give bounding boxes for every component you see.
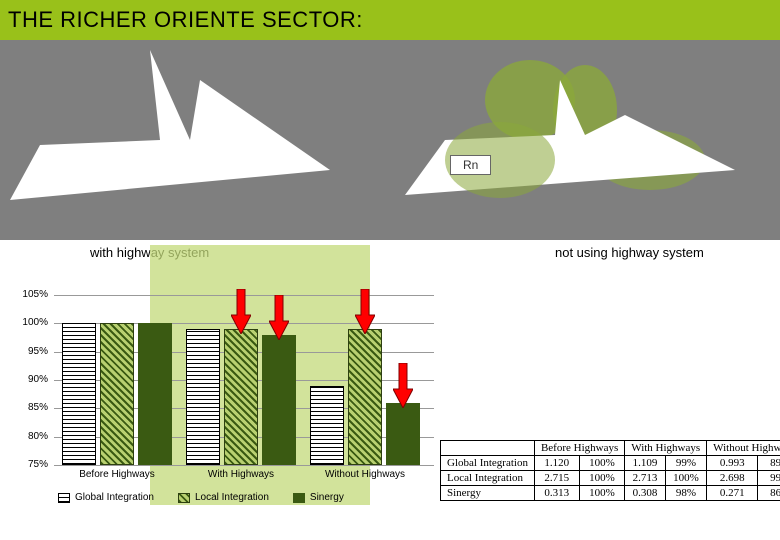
table-cell: 1.120 <box>534 456 579 471</box>
table-cell: 0.271 <box>707 486 758 501</box>
table-header-row: Before HighwaysWith HighwaysWithout High… <box>441 441 780 456</box>
y-tick-label: 80% <box>20 431 48 442</box>
legend-swatch <box>178 493 190 503</box>
down-arrow-icon <box>393 363 413 408</box>
y-tick-label: 100% <box>20 317 48 328</box>
bar-local <box>348 329 382 465</box>
table-row: Local Integration2.715100%2.713100%2.698… <box>441 471 780 486</box>
table-cell: 86% <box>758 486 780 501</box>
rn-label: Rn <box>450 155 491 175</box>
maps-band: Rn <box>0 40 780 240</box>
table-cell: 2.715 <box>534 471 579 486</box>
bar-sinergy <box>262 335 296 465</box>
table-cell: 2.713 <box>625 471 665 486</box>
page-title: THE RICHER ORIENTE SECTOR: <box>8 7 363 33</box>
table-cell: 0.308 <box>625 486 665 501</box>
title-bar: THE RICHER ORIENTE SECTOR: <box>0 0 780 40</box>
legend-item: Global Integration <box>58 492 154 503</box>
bar-sinergy <box>138 323 172 465</box>
table-header-cell: Before Highways <box>534 441 624 456</box>
legend-item: Local Integration <box>178 492 269 503</box>
bar-local <box>100 323 134 465</box>
table-header-cell: Without Highways <box>707 441 780 456</box>
y-tick-label: 105% <box>20 289 48 300</box>
group-label: With Highways <box>182 469 300 480</box>
table-header-cell <box>441 441 535 456</box>
table-cell: 99% <box>665 456 706 471</box>
down-arrow-icon <box>355 289 375 334</box>
table-cell: 100% <box>579 471 625 486</box>
bar-chart: 75% 80% 85% 90% 95% 100% 105% Before Highways Wi… <box>10 275 440 505</box>
legend-swatch <box>58 493 70 503</box>
legend-swatch <box>293 493 305 503</box>
bar-local <box>224 329 258 465</box>
legend-label: Local Integration <box>195 492 269 503</box>
table-cell: 89% <box>758 456 780 471</box>
legend-label: Sinergy <box>310 492 344 503</box>
legend-item: Sinergy <box>293 492 344 503</box>
table-row: Sinergy0.313100%0.30898%0.27186% <box>441 486 780 501</box>
group-label: Before Highways <box>58 469 176 480</box>
map-right <box>390 40 780 240</box>
bar-global <box>186 329 220 465</box>
data-table: Before HighwaysWith HighwaysWithout High… <box>440 440 780 501</box>
table-rowhead: Local Integration <box>441 471 535 486</box>
bar-sinergy <box>386 403 420 465</box>
gridline <box>54 465 434 466</box>
table-cell: 0.313 <box>534 486 579 501</box>
bar-global <box>310 386 344 465</box>
table-cell: 100% <box>579 456 625 471</box>
y-tick-label: 90% <box>20 374 48 385</box>
y-tick-label: 95% <box>20 346 48 357</box>
table-rowhead: Global Integration <box>441 456 535 471</box>
map-left <box>0 40 390 240</box>
table-cell: 100% <box>665 471 706 486</box>
caption-without-highway: not using highway system <box>555 245 704 260</box>
y-tick-label: 85% <box>20 402 48 413</box>
down-arrow-icon <box>231 289 251 334</box>
table-cell: 100% <box>579 486 625 501</box>
table-row: Global Integration1.120100%1.10999%0.993… <box>441 456 780 471</box>
table-cell: 1.109 <box>625 456 665 471</box>
bar-group: Before Highways <box>58 295 176 465</box>
group-label: Without Highways <box>306 469 424 480</box>
down-arrow-icon <box>269 295 289 340</box>
table-cell: 2.698 <box>707 471 758 486</box>
y-tick-label: 75% <box>20 459 48 470</box>
table-cell: 98% <box>665 486 706 501</box>
table-cell: 99% <box>758 471 780 486</box>
legend-label: Global Integration <box>75 492 154 503</box>
legend: Global Integration Local Integration Siner… <box>58 492 344 503</box>
table-cell: 0.993 <box>707 456 758 471</box>
table-header-cell: With Highways <box>625 441 707 456</box>
bar-global <box>62 323 96 465</box>
table-rowhead: Sinergy <box>441 486 535 501</box>
